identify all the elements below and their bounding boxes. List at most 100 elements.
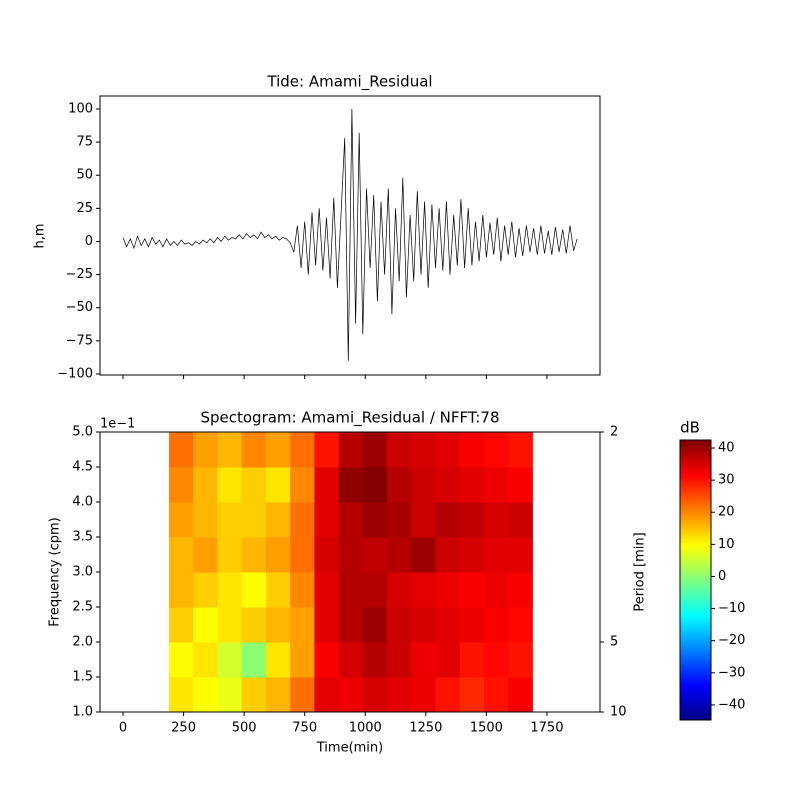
heatmap-cell: [241, 607, 267, 643]
heatmap-cell: [411, 607, 437, 643]
colorbar-segment: [680, 535, 711, 539]
colorbar-segment: [680, 701, 711, 705]
colorbar-segment: [680, 673, 711, 677]
colorbar-segment: [680, 659, 711, 663]
heatmap-cell: [338, 537, 364, 573]
heatmap-cell: [169, 677, 194, 713]
y-tick-label: 3.5: [72, 530, 93, 545]
colorbar-segment: [680, 507, 711, 511]
colorbar-segment: [680, 468, 711, 471]
heatmap-cell: [435, 572, 461, 608]
colorbar-segment: [680, 444, 711, 448]
heatmap-cell: [387, 642, 412, 678]
colorbar-segment: [680, 626, 711, 630]
colorbar-segment: [680, 570, 711, 574]
y-tick-label: 4.0: [72, 495, 93, 510]
heatmap-cell: [314, 502, 340, 538]
y-tick-label: 3.0: [72, 565, 93, 580]
colorbar-segment: [680, 503, 711, 506]
colorbar-segment: [680, 710, 711, 714]
colorbar-segment: [680, 608, 711, 611]
colorbar-segment: [680, 598, 711, 602]
heatmap-cell: [362, 537, 388, 573]
colorbar-segment: [680, 633, 711, 637]
colorbar-segment: [680, 519, 711, 523]
heatmap-cell: [193, 467, 218, 503]
heatmap-cell: [435, 432, 461, 468]
colorbar-segment: [680, 647, 711, 651]
x-tick-label: 1500: [470, 721, 503, 736]
heatmap-cell: [435, 502, 461, 538]
heatmap-cell: [411, 502, 437, 538]
x-axis-label: Time(min): [316, 741, 383, 756]
y2-tick-label: 2: [610, 425, 618, 440]
heatmap-cell: [265, 677, 291, 713]
heatmap-cell: [193, 502, 218, 538]
colorbar-segment: [680, 556, 711, 560]
heatmap-cell: [241, 537, 267, 573]
heatmap-cell: [362, 432, 388, 468]
colorbar-tick-label: −20: [718, 633, 745, 648]
heatmap-cell: [387, 572, 412, 608]
colorbar-segment: [680, 442, 711, 446]
x-tick-label: 500: [232, 721, 257, 736]
heatmap-cell: [217, 467, 243, 503]
colorbar-segment: [680, 687, 711, 691]
colorbar-segment: [680, 668, 711, 672]
colorbar-segment: [680, 451, 711, 455]
colorbar-segment: [680, 573, 711, 576]
heatmap-cell: [459, 502, 485, 538]
colorbar-tick-label: 30: [718, 473, 735, 488]
heatmap-cell: [435, 677, 461, 713]
colorbar-segment: [680, 514, 711, 518]
colorbar-segment: [680, 470, 711, 474]
heatmap-cell: [508, 537, 533, 573]
heatmap-cell: [169, 642, 194, 678]
colorbar-segment: [680, 500, 711, 504]
colorbar-segment: [680, 584, 711, 588]
y-tick-label: −100: [57, 366, 93, 381]
colorbar-segment: [680, 689, 711, 693]
heatmap-cell: [338, 607, 364, 643]
colorbar-segment: [680, 545, 711, 548]
colorbar-segment: [680, 675, 711, 679]
y-axis-label: Frequency (cpm): [48, 517, 63, 627]
colorbar-segment: [680, 505, 711, 509]
heatmap-cell: [508, 432, 533, 468]
heatmap-cell: [411, 537, 437, 573]
colorbar-segment: [680, 694, 711, 698]
x-tick-label: 750: [292, 721, 317, 736]
colorbar-segment: [680, 554, 711, 558]
colorbar-segment: [680, 617, 711, 621]
colorbar-segment: [680, 715, 711, 719]
heatmap-cell: [265, 432, 291, 468]
heatmap-cell: [290, 607, 315, 643]
colorbar-segment: [680, 654, 711, 658]
colorbar-segment: [680, 596, 711, 600]
heatmap-cell: [290, 537, 315, 573]
heatmap-cell: [483, 502, 509, 538]
x-tick-label: 250: [171, 721, 196, 736]
colorbar-segment: [680, 638, 711, 642]
colorbar-segment: [680, 682, 711, 686]
heatmap-cell: [483, 607, 509, 643]
colorbar-tick-label: −30: [718, 665, 745, 680]
heatmap-cell: [193, 607, 218, 643]
colorbar-segment: [680, 587, 711, 590]
y-tick-label: 1.0: [72, 705, 93, 720]
heatmap-cell: [459, 537, 485, 573]
colorbar-segment: [680, 531, 711, 534]
heatmap-cell: [193, 537, 218, 573]
y-axis-label: h,m: [33, 223, 48, 248]
heatmap-cell: [314, 642, 340, 678]
colorbar-segment: [680, 594, 711, 597]
heatmap-cell: [387, 432, 412, 468]
line: [122, 108, 578, 361]
colorbar-segment: [680, 636, 711, 639]
heatmap-cell: [411, 642, 437, 678]
y-tick-label: 25: [76, 201, 93, 216]
x-tick-label: 1000: [349, 721, 382, 736]
colorbar-segment: [680, 666, 711, 670]
colorbar-tick-label: −40: [718, 697, 745, 712]
colorbar-segment: [680, 692, 711, 695]
